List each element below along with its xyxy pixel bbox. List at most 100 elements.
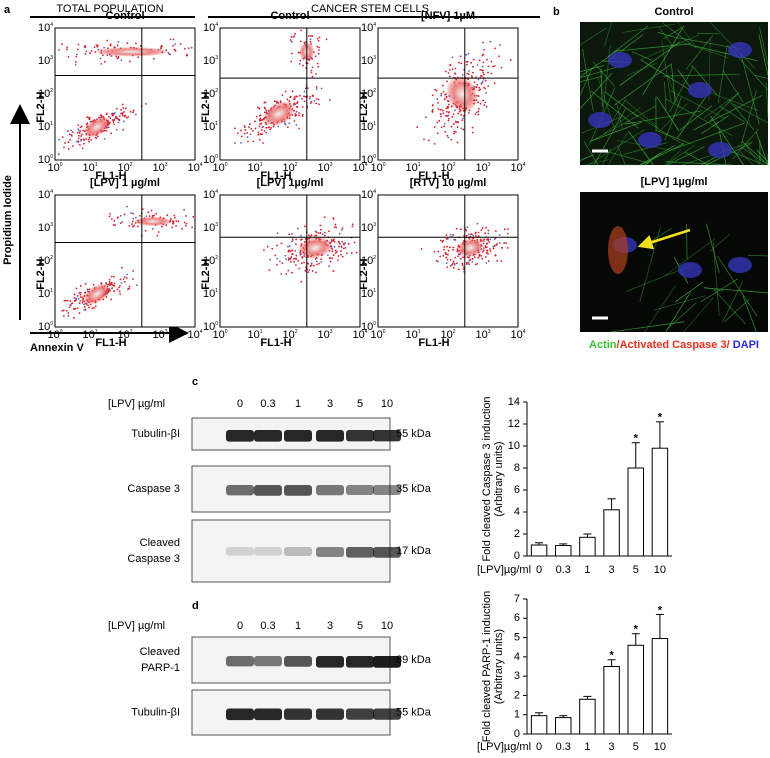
event-dot — [498, 242, 501, 244]
bar — [555, 717, 572, 735]
x-axis-label: FL1-H — [95, 170, 126, 182]
actin-fiber — [639, 145, 675, 166]
event-dot — [340, 253, 342, 256]
event-dot — [289, 95, 292, 98]
event-dot — [174, 49, 177, 52]
actin-fiber — [669, 67, 694, 113]
event-dot — [110, 132, 113, 135]
tick-exponent: 0 — [373, 321, 376, 327]
event-dot — [79, 299, 82, 302]
event-dot — [332, 217, 335, 219]
event-dot — [338, 245, 340, 248]
x-axis-title: [LPV]µg/ml — [477, 564, 531, 576]
event-dot — [244, 129, 247, 131]
event-dot — [269, 128, 272, 131]
y-tick-label: 12 — [508, 418, 520, 430]
dose-label: [LPV] µg/ml — [108, 398, 165, 410]
tick-exponent: 2 — [215, 255, 218, 261]
event-dot — [86, 288, 89, 291]
event-dot — [487, 238, 490, 240]
tick-exponent: 0 — [215, 321, 218, 327]
x-tick-label: 104 — [510, 162, 525, 174]
event-dot — [445, 114, 447, 117]
event-dot — [256, 106, 259, 109]
actin-fiber — [665, 161, 733, 166]
event-dot — [77, 140, 80, 143]
event-dot — [440, 115, 442, 118]
actin-fiber — [631, 51, 653, 61]
y-axis-label: FL2-H — [35, 92, 47, 123]
event-dot — [153, 214, 155, 217]
event-dot — [106, 39, 109, 42]
event-dot — [291, 253, 294, 256]
event-dot — [271, 247, 274, 250]
event-dot — [110, 282, 113, 284]
x-tick-label: 104 — [187, 162, 202, 174]
event-dot — [145, 215, 148, 218]
event-dot — [172, 220, 175, 223]
event-dot — [269, 258, 271, 261]
tick-exponent: 1 — [95, 329, 98, 335]
tick-base: 10 — [352, 162, 364, 174]
event-dot — [132, 212, 134, 215]
event-dot — [438, 119, 441, 122]
event-dot — [467, 52, 470, 55]
event-dot — [109, 43, 112, 46]
x-tick-label: 100 — [370, 162, 385, 174]
y-tick-label: 100 — [203, 154, 218, 166]
event-dot — [86, 116, 89, 119]
image-title: [LPV] 1µg/ml — [641, 176, 708, 188]
event-dot — [290, 52, 293, 55]
event-dot — [93, 307, 96, 309]
event-dot — [332, 270, 335, 272]
event-dot — [116, 57, 119, 60]
event-dot — [310, 234, 313, 237]
x-tick-label: 100 — [370, 329, 385, 341]
event-dot — [461, 119, 464, 121]
event-dot — [73, 293, 76, 296]
event-dot — [84, 52, 87, 55]
event-dot — [113, 275, 115, 278]
event-dot — [315, 88, 318, 90]
actin-fiber — [673, 122, 745, 150]
event-dot — [135, 42, 137, 45]
event-dot — [309, 95, 312, 98]
actin-fiber — [740, 54, 760, 125]
event-dot — [460, 114, 463, 116]
event-dot — [78, 291, 81, 294]
event-dot — [454, 72, 456, 75]
actin-fiber — [682, 42, 729, 59]
event-dot — [342, 247, 345, 250]
event-dot — [330, 238, 333, 241]
tick-exponent: 0 — [215, 154, 218, 160]
event-dot — [320, 258, 322, 261]
event-dot — [435, 259, 438, 262]
event-dot — [440, 94, 443, 97]
event-dot — [481, 80, 484, 83]
event-dot — [170, 218, 172, 220]
tick-base: 10 — [212, 162, 224, 174]
event-dot — [293, 96, 296, 99]
event-dot — [344, 242, 347, 245]
x-tick-label: 103 — [475, 329, 490, 341]
event-dot — [453, 262, 456, 265]
dose-value: 1 — [295, 620, 301, 632]
actin-fiber — [593, 108, 627, 166]
x-tick-label: 102 — [117, 162, 132, 174]
event-dot — [487, 260, 490, 262]
event-dot — [83, 303, 85, 306]
event-dot — [298, 127, 300, 130]
tick-base: 10 — [247, 329, 259, 341]
event-dot — [77, 137, 80, 140]
dose-value: 5 — [357, 620, 363, 632]
blot-band — [254, 708, 282, 721]
event-dot — [128, 285, 131, 288]
event-dot — [326, 254, 329, 256]
event-dot — [132, 109, 135, 112]
event-dot — [156, 234, 159, 237]
tick-exponent: 3 — [373, 55, 376, 61]
actin-fiber — [670, 90, 726, 119]
event-dot — [436, 98, 439, 100]
event-dot — [474, 232, 477, 235]
event-dot — [315, 260, 318, 263]
